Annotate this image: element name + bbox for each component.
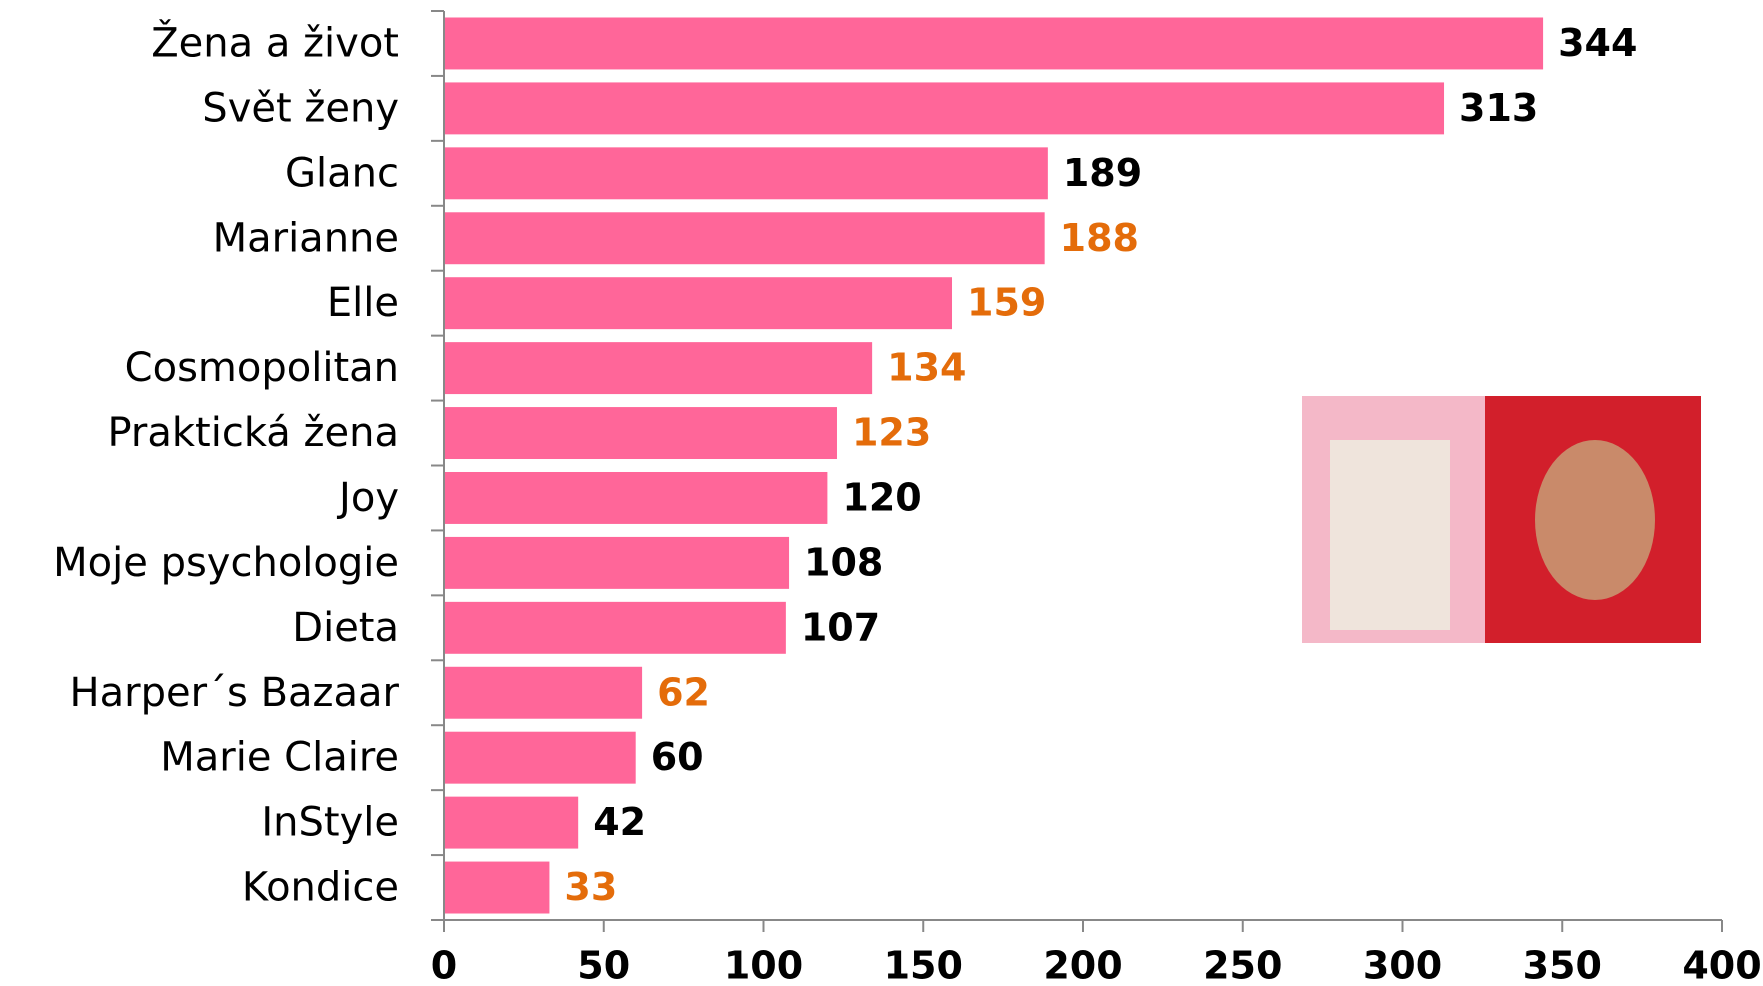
bar	[444, 277, 953, 330]
category-label: Praktická žena	[108, 410, 399, 456]
value-label: 62	[657, 670, 710, 714]
bar	[444, 666, 643, 719]
value-label: 120	[842, 475, 921, 519]
x-tick-label: 0	[431, 944, 457, 986]
category-label: Cosmopolitan	[125, 345, 399, 391]
value-label: 33	[564, 865, 617, 909]
magazine-covers	[1302, 396, 1701, 643]
value-label: 313	[1459, 86, 1538, 130]
x-tick-label: 100	[724, 944, 803, 986]
value-label: 107	[801, 605, 880, 649]
category-label: Marianne	[213, 215, 399, 261]
bar	[444, 147, 1048, 200]
bar	[444, 82, 1445, 135]
value-label: 42	[593, 800, 646, 844]
bar	[444, 796, 579, 849]
x-tick-label: 350	[1523, 944, 1602, 986]
x-tick-label: 250	[1203, 944, 1282, 986]
category-label: Svět ženy	[202, 85, 399, 131]
value-label: 189	[1063, 151, 1142, 195]
x-tick-label: 200	[1043, 944, 1122, 986]
bar	[444, 861, 550, 914]
value-label: 60	[651, 735, 704, 779]
bar	[444, 471, 828, 524]
x-tick-label: 50	[577, 944, 630, 986]
value-label: 134	[887, 346, 966, 390]
category-label: InStyle	[261, 800, 399, 846]
category-label: Kondice	[242, 865, 399, 911]
x-tick-label: 300	[1363, 944, 1442, 986]
bar	[444, 342, 873, 395]
category-label: Elle	[327, 280, 399, 326]
cover-photo	[1330, 440, 1450, 630]
x-tick-label: 400	[1682, 944, 1761, 986]
value-label: 344	[1558, 21, 1637, 65]
category-label: Moje psychologie	[53, 540, 399, 586]
bar	[444, 407, 837, 460]
bar	[444, 536, 790, 589]
category-label: Dieta	[292, 605, 399, 651]
bar	[444, 601, 786, 654]
cover-face	[1535, 440, 1655, 600]
value-label: 188	[1060, 216, 1139, 260]
bar	[444, 17, 1544, 70]
x-tick-label: 150	[884, 944, 963, 986]
category-label: Harper´s Bazaar	[70, 670, 400, 716]
category-label: Marie Claire	[160, 735, 399, 781]
category-label: Glanc	[285, 150, 399, 196]
value-label: 108	[804, 540, 883, 584]
value-label: 159	[967, 281, 1046, 325]
bar	[444, 212, 1045, 265]
value-label: 123	[852, 411, 931, 455]
category-label: Žena a život	[151, 18, 399, 66]
bar	[444, 731, 636, 784]
category-label: Joy	[336, 475, 399, 521]
